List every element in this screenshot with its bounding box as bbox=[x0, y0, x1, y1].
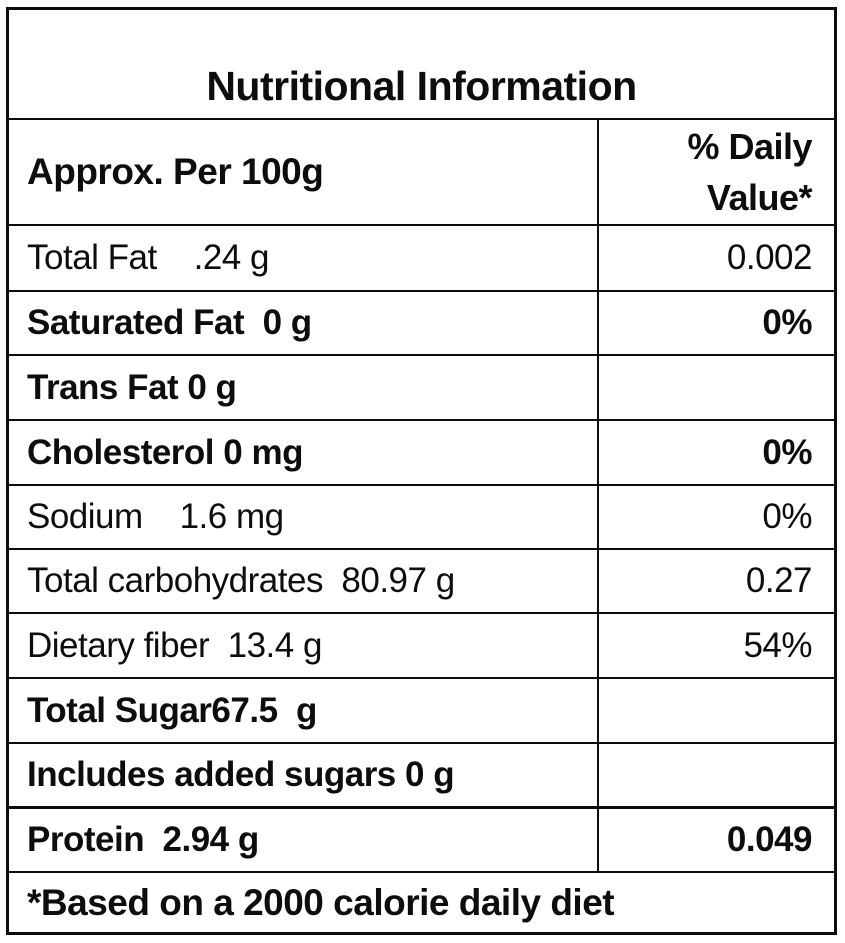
row-label: Sodium 1.6 mg bbox=[27, 497, 284, 536]
table-row-dietary-fiber: Dietary fiber 13.4 g 54% bbox=[9, 612, 834, 677]
table-row-total-carbohydrates: Total carbohydrates 80.97 g 0.27 bbox=[9, 548, 834, 612]
row-label: Cholesterol 0 mg bbox=[27, 432, 303, 472]
nutrition-table: Nutritional Information Approx. Per 100g… bbox=[6, 7, 837, 935]
row-value: 0.27 bbox=[597, 550, 834, 612]
table-row-total-fat: Total Fat .24 g 0.002 bbox=[9, 224, 834, 290]
footnote: *Based on a 2000 calorie daily diet bbox=[9, 871, 834, 932]
table-row-total-sugar: Total Sugar67.5 g bbox=[9, 677, 834, 742]
row-label: Total Sugar67.5 g bbox=[27, 690, 317, 730]
table-row-protein: Protein 2.94 g 0.049 bbox=[9, 806, 834, 871]
row-value bbox=[597, 356, 834, 419]
row-label: Total Fat .24 g bbox=[27, 238, 269, 277]
row-value: 0% bbox=[597, 486, 834, 548]
row-label: Trans Fat 0 g bbox=[27, 367, 237, 407]
row-label: Saturated Fat 0 g bbox=[27, 303, 312, 342]
table-row-cholesterol: Cholesterol 0 mg 0% bbox=[9, 419, 834, 484]
row-value: 0.002 bbox=[597, 226, 834, 290]
row-value bbox=[597, 679, 834, 742]
header-row: Approx. Per 100g % Daily Value* bbox=[9, 118, 834, 224]
row-value: 0% bbox=[597, 421, 834, 484]
row-value bbox=[597, 744, 834, 806]
row-value: 54% bbox=[597, 614, 834, 677]
column-header-daily-value: % Daily Value* bbox=[597, 120, 834, 224]
column-header-serving: Approx. Per 100g bbox=[27, 151, 324, 192]
row-value: 0% bbox=[597, 292, 834, 354]
row-value: 0.049 bbox=[597, 809, 834, 871]
table-row-added-sugars: Includes added sugars 0 g bbox=[9, 742, 834, 806]
table-title: Nutritional Information bbox=[206, 63, 637, 109]
table-row-sodium: Sodium 1.6 mg 0% bbox=[9, 484, 834, 548]
row-label: Protein 2.94 g bbox=[27, 820, 259, 859]
row-label: Dietary fiber 13.4 g bbox=[27, 625, 322, 665]
table-row-trans-fat: Trans Fat 0 g bbox=[9, 354, 834, 419]
row-label: Includes added sugars 0 g bbox=[27, 755, 455, 794]
table-row-saturated-fat: Saturated Fat 0 g 0% bbox=[9, 290, 834, 354]
row-label: Total carbohydrates 80.97 g bbox=[27, 561, 455, 600]
